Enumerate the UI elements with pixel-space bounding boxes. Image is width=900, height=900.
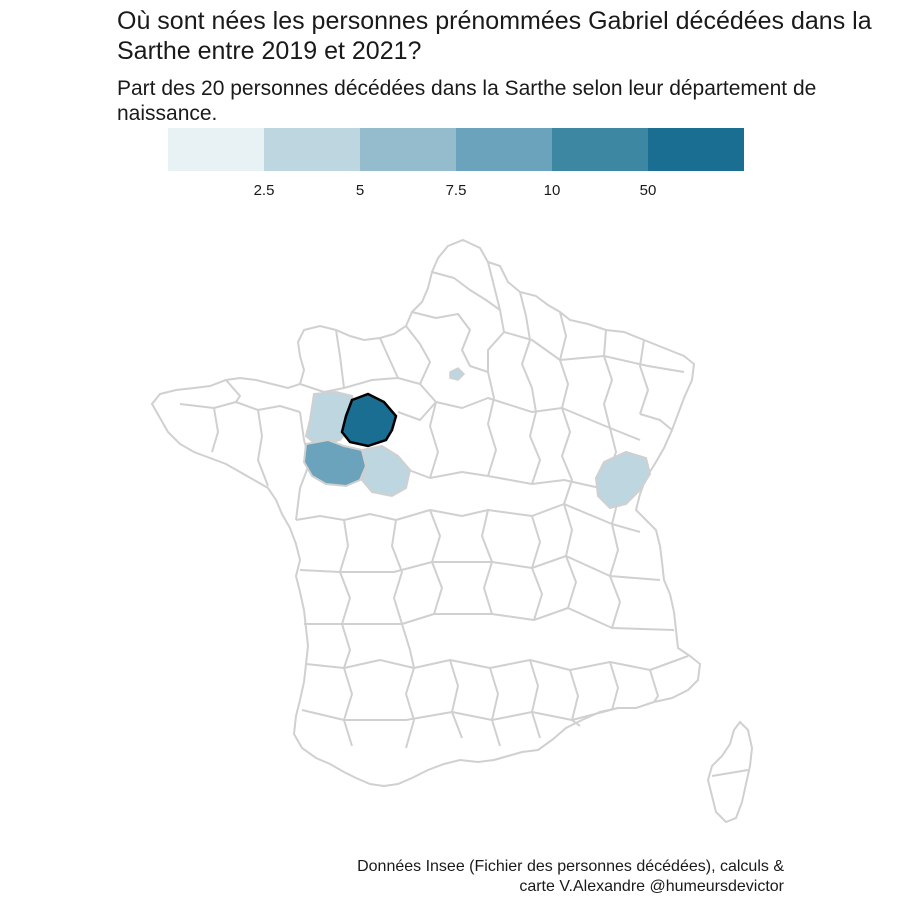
- corsica-department-border: [711, 769, 749, 777]
- legend-tick-label: 5: [355, 182, 365, 199]
- legend-swatch-5: [552, 128, 648, 171]
- france-map-svg: [150, 238, 754, 824]
- legend-color-bar: [168, 128, 744, 171]
- department-maine-et-loire: [302, 438, 368, 488]
- department-doubs: [594, 450, 652, 510]
- legend-tick-label: 7.5: [445, 182, 467, 199]
- source-caption: Données Insee (Fichier des personnes déc…: [224, 857, 784, 897]
- france-map: [0, 220, 900, 850]
- caption-line-2: carte V.Alexandre @humeursdevictor: [519, 878, 784, 895]
- department-borders: [179, 261, 689, 749]
- legend-swatch-4: [456, 128, 552, 171]
- caption-line-1: Données Insee (Fichier des personnes déc…: [357, 858, 784, 875]
- legend-tick-label: 2.5: [253, 182, 275, 199]
- legend-swatch-3: [360, 128, 456, 171]
- legend-tick-label: 10: [543, 182, 561, 199]
- department-sarthe-outline: [340, 392, 398, 448]
- map-subtitle: Part des 20 personnes décédées dans la S…: [117, 77, 817, 125]
- map-title: Où sont nées les personnes prénommées Ga…: [117, 7, 872, 65]
- legend-swatch-1: [168, 128, 264, 171]
- france-mainland: [150, 238, 702, 788]
- legend-tick-label: 50: [639, 182, 657, 199]
- color-legend: 2.5 5 7.5 10 50: [168, 128, 744, 208]
- legend-swatch-6: [648, 128, 744, 171]
- legend-swatch-2: [264, 128, 360, 171]
- department-paris: [449, 367, 466, 381]
- department-indre-et-loire: [360, 444, 412, 498]
- department-sarthe: [342, 394, 396, 446]
